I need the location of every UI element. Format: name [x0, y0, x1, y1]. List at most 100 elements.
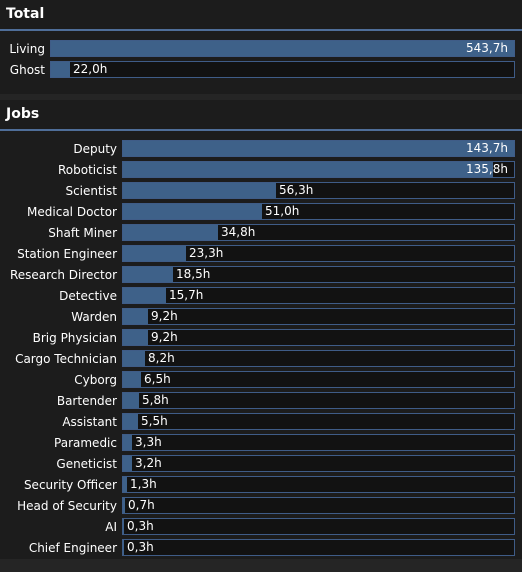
jobs-row: Brig Physician 9,2h — [0, 328, 522, 349]
jobs-row-bar: 143,7h — [122, 140, 515, 157]
jobs-row-value: 9,2h — [151, 309, 178, 323]
jobs-row-bar-fill — [123, 477, 127, 492]
jobs-row-value: 18,5h — [176, 267, 211, 281]
jobs-row: Security Officer 1,3h — [0, 475, 522, 496]
jobs-row-bar: 56,3h — [122, 182, 515, 199]
jobs-row-value: 1,3h — [130, 477, 157, 491]
jobs-row: Deputy 143,7h — [0, 139, 522, 160]
jobs-row: Paramedic 3,3h — [0, 433, 522, 454]
jobs-row: Scientist 56,3h — [0, 181, 522, 202]
jobs-row-label: AI — [105, 520, 117, 534]
jobs-row: Cyborg 6,5h — [0, 370, 522, 391]
jobs-row: Head of Security 0,7h — [0, 496, 522, 517]
jobs-row: Roboticist 135,8h — [0, 160, 522, 181]
jobs-row-bar: 9,2h — [122, 308, 515, 325]
jobs-row-label: Geneticist — [56, 457, 117, 471]
jobs-row-label: Cargo Technician — [15, 352, 117, 366]
jobs-row-bar-fill — [123, 204, 262, 219]
jobs-row-label: Shaft Miner — [48, 226, 117, 240]
jobs-row-value: 34,8h — [221, 225, 256, 239]
jobs-row: Assistant 5,5h — [0, 412, 522, 433]
jobs-row-value: 8,2h — [148, 351, 175, 365]
jobs-row-bar: 8,2h — [122, 350, 515, 367]
jobs-row-bar-fill — [123, 288, 166, 303]
jobs-row-bar: 1,3h — [122, 476, 515, 493]
jobs-row-bar-fill — [123, 414, 138, 429]
jobs-row: Station Engineer 23,3h — [0, 244, 522, 265]
jobs-row-bar-fill — [123, 372, 141, 387]
jobs-row-bar-fill — [123, 246, 186, 261]
jobs-row-value: 135,8h — [466, 162, 508, 176]
jobs-row-value: 56,3h — [279, 183, 314, 197]
jobs-row: Research Director 18,5h — [0, 265, 522, 286]
jobs-row-bar-fill — [123, 183, 276, 198]
total-row-bar-fill — [51, 62, 70, 77]
jobs-row: Chief Engineer 0,3h — [0, 538, 522, 559]
jobs-row-bar: 51,0h — [122, 203, 515, 220]
jobs-row-bar-fill — [123, 540, 124, 555]
jobs-row-bar-fill — [123, 351, 145, 366]
total-row-bar-fill — [51, 41, 514, 56]
jobs-rows: Deputy 143,7h Roboticist 135,8h Scientist 56,… — [0, 131, 522, 559]
jobs-row: Detective 15,7h — [0, 286, 522, 307]
jobs-row-bar: 0,3h — [122, 539, 515, 556]
jobs-row-label: Cyborg — [74, 373, 117, 387]
total-row: Ghost 22,0h — [0, 60, 522, 81]
jobs-row-bar: 6,5h — [122, 371, 515, 388]
jobs-row-bar: 5,5h — [122, 413, 515, 430]
jobs-panel: Jobs Deputy 143,7h Roboticist 135,8h Scienti… — [0, 100, 522, 559]
total-rows: Living 543,7h Ghost 22,0h — [0, 31, 522, 81]
jobs-header: Jobs — [0, 100, 522, 131]
jobs-row-label: Paramedic — [54, 436, 117, 450]
total-row: Living 543,7h — [0, 39, 522, 60]
jobs-row: Bartender 5,8h — [0, 391, 522, 412]
jobs-row-label: Brig Physician — [32, 331, 117, 345]
total-row-bar: 543,7h — [50, 40, 515, 57]
jobs-row-label: Station Engineer — [17, 247, 117, 261]
jobs-row-label: Warden — [71, 310, 117, 324]
jobs-row-bar-fill — [123, 225, 218, 240]
jobs-row-label: Head of Security — [17, 499, 117, 513]
total-row-value: 22,0h — [73, 62, 108, 76]
jobs-row-label: Security Officer — [23, 478, 117, 492]
jobs-row-bar-fill — [123, 456, 132, 471]
jobs-row-value: 6,5h — [144, 372, 171, 386]
jobs-row-bar: 135,8h — [122, 161, 515, 178]
total-row-label: Ghost — [9, 63, 45, 77]
jobs-row-bar: 9,2h — [122, 329, 515, 346]
jobs-row-bar: 15,7h — [122, 287, 515, 304]
jobs-row-label: Bartender — [56, 394, 117, 408]
total-row-bar: 22,0h — [50, 61, 515, 78]
jobs-row-value: 51,0h — [265, 204, 300, 218]
jobs-row-value: 3,3h — [135, 435, 162, 449]
jobs-row-value: 5,5h — [141, 414, 168, 428]
total-row-label: Living — [9, 42, 45, 56]
jobs-row-bar-fill — [123, 162, 493, 177]
jobs-row-value: 143,7h — [466, 141, 508, 155]
jobs-row-bar: 23,3h — [122, 245, 515, 262]
jobs-row: Warden 9,2h — [0, 307, 522, 328]
jobs-row-label: Detective — [59, 289, 117, 303]
jobs-row-bar-fill — [123, 498, 125, 513]
jobs-row: Shaft Miner 34,8h — [0, 223, 522, 244]
jobs-row-bar: 3,2h — [122, 455, 515, 472]
jobs-row-value: 9,2h — [151, 330, 178, 344]
jobs-row-value: 0,3h — [127, 540, 154, 554]
jobs-row-bar-fill — [123, 267, 173, 282]
jobs-row-bar: 0,7h — [122, 497, 515, 514]
jobs-row-bar: 0,3h — [122, 518, 515, 535]
jobs-row: Medical Doctor 51,0h — [0, 202, 522, 223]
jobs-row-label: Research Director — [9, 268, 117, 282]
jobs-row-bar-fill — [123, 519, 124, 534]
jobs-row-label: Deputy — [73, 142, 117, 156]
jobs-row-value: 23,3h — [189, 246, 224, 260]
total-row-value: 543,7h — [466, 41, 508, 55]
jobs-row-label: Scientist — [65, 184, 117, 198]
jobs-row-label: Medical Doctor — [27, 205, 117, 219]
jobs-row: Cargo Technician 8,2h — [0, 349, 522, 370]
total-panel: Total Living 543,7h Ghost 22,0h — [0, 0, 522, 94]
jobs-row-value: 3,2h — [135, 456, 162, 470]
jobs-row: AI 0,3h — [0, 517, 522, 538]
jobs-row-bar: 34,8h — [122, 224, 515, 241]
jobs-row-bar-fill — [123, 141, 514, 156]
